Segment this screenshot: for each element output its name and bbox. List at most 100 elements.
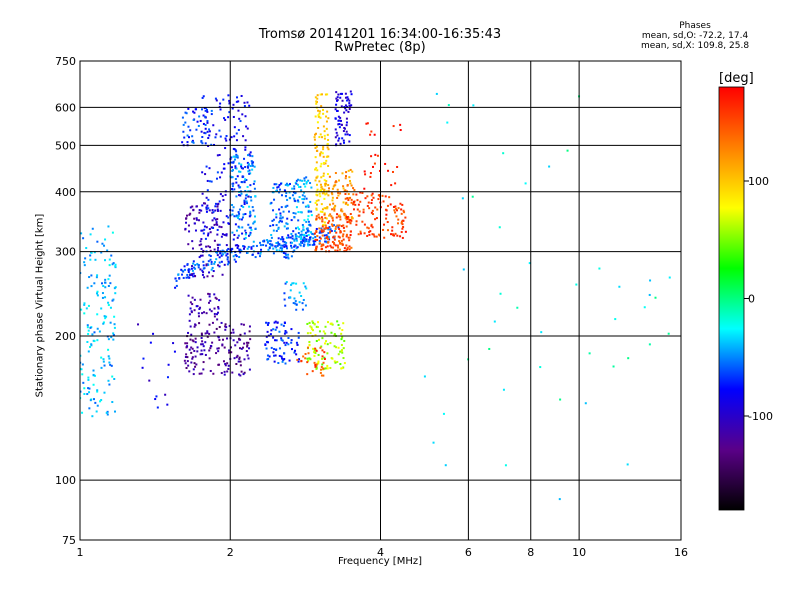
data-point	[307, 352, 310, 355]
data-point	[328, 231, 331, 234]
data-point	[220, 372, 223, 375]
data-point	[217, 264, 220, 267]
data-point	[280, 337, 283, 340]
data-point	[110, 254, 113, 257]
data-point	[325, 192, 328, 195]
data-point	[345, 233, 348, 236]
data-point	[359, 200, 362, 203]
data-point	[290, 232, 293, 235]
data-point	[202, 345, 205, 348]
data-point	[289, 197, 292, 200]
data-point	[304, 357, 307, 360]
data-point	[230, 156, 233, 159]
data-point	[218, 326, 221, 329]
data-point	[312, 321, 315, 324]
data-point	[280, 217, 283, 220]
data-point	[324, 237, 327, 240]
data-point	[234, 223, 237, 226]
data-point	[218, 243, 221, 246]
data-point	[302, 225, 305, 228]
data-point	[346, 96, 349, 99]
data-point	[189, 206, 192, 209]
data-point	[187, 331, 190, 334]
data-point	[302, 245, 305, 248]
data-point	[340, 343, 343, 346]
data-point	[548, 165, 551, 168]
data-point	[298, 186, 301, 189]
data-point	[202, 232, 205, 235]
data-point	[111, 375, 114, 378]
data-point	[318, 242, 321, 245]
data-point	[295, 353, 298, 356]
data-point	[349, 168, 352, 171]
data-point	[241, 232, 244, 235]
data-point	[223, 167, 226, 170]
data-point	[183, 265, 186, 268]
data-point	[342, 357, 345, 360]
data-point	[253, 180, 256, 183]
data-point	[389, 203, 392, 206]
data-point	[516, 306, 519, 309]
data-point	[384, 162, 387, 165]
data-point	[307, 223, 310, 226]
data-point	[96, 389, 99, 392]
data-point	[192, 272, 195, 275]
data-point	[80, 232, 83, 235]
data-point	[281, 216, 284, 219]
data-point	[402, 219, 405, 222]
y-tick-label: 300	[55, 246, 76, 259]
data-point	[314, 351, 317, 354]
data-point	[339, 92, 342, 95]
data-point	[349, 196, 352, 199]
data-point	[201, 340, 204, 343]
data-point	[191, 357, 194, 360]
data-point	[250, 247, 253, 250]
data-point	[345, 121, 348, 124]
data-point	[303, 233, 306, 236]
data-point	[239, 374, 242, 377]
data-point	[322, 174, 325, 177]
data-point	[348, 108, 351, 111]
data-point	[314, 348, 317, 351]
data-point	[196, 350, 199, 353]
data-point	[240, 167, 243, 170]
data-point	[283, 245, 286, 248]
data-point	[321, 187, 324, 190]
data-point	[252, 245, 255, 248]
data-point	[216, 208, 219, 211]
data-point	[185, 276, 188, 279]
data-point	[216, 205, 219, 208]
data-point	[215, 133, 218, 136]
data-point	[207, 232, 210, 235]
data-point	[250, 199, 253, 202]
data-point	[242, 206, 245, 209]
data-point	[319, 152, 322, 155]
data-point	[498, 226, 501, 229]
data-point	[315, 203, 318, 206]
data-point	[282, 324, 285, 327]
data-point	[330, 229, 333, 232]
data-point	[300, 189, 303, 192]
data-point	[297, 360, 300, 363]
data-point	[186, 263, 189, 266]
data-point	[187, 364, 190, 367]
data-point	[345, 216, 348, 219]
data-point	[381, 194, 384, 197]
data-point	[270, 201, 273, 204]
data-point	[197, 124, 200, 127]
data-point	[203, 349, 206, 352]
data-point	[215, 222, 218, 225]
data-point	[189, 301, 192, 304]
data-point	[240, 165, 243, 168]
data-point	[396, 234, 399, 237]
data-point	[326, 133, 329, 136]
data-point	[194, 275, 197, 278]
data-point	[321, 357, 324, 360]
data-point	[236, 175, 239, 178]
data-point	[111, 231, 114, 234]
data-point	[279, 212, 282, 215]
data-point	[114, 292, 117, 295]
data-point	[216, 318, 219, 321]
data-point	[318, 240, 321, 243]
